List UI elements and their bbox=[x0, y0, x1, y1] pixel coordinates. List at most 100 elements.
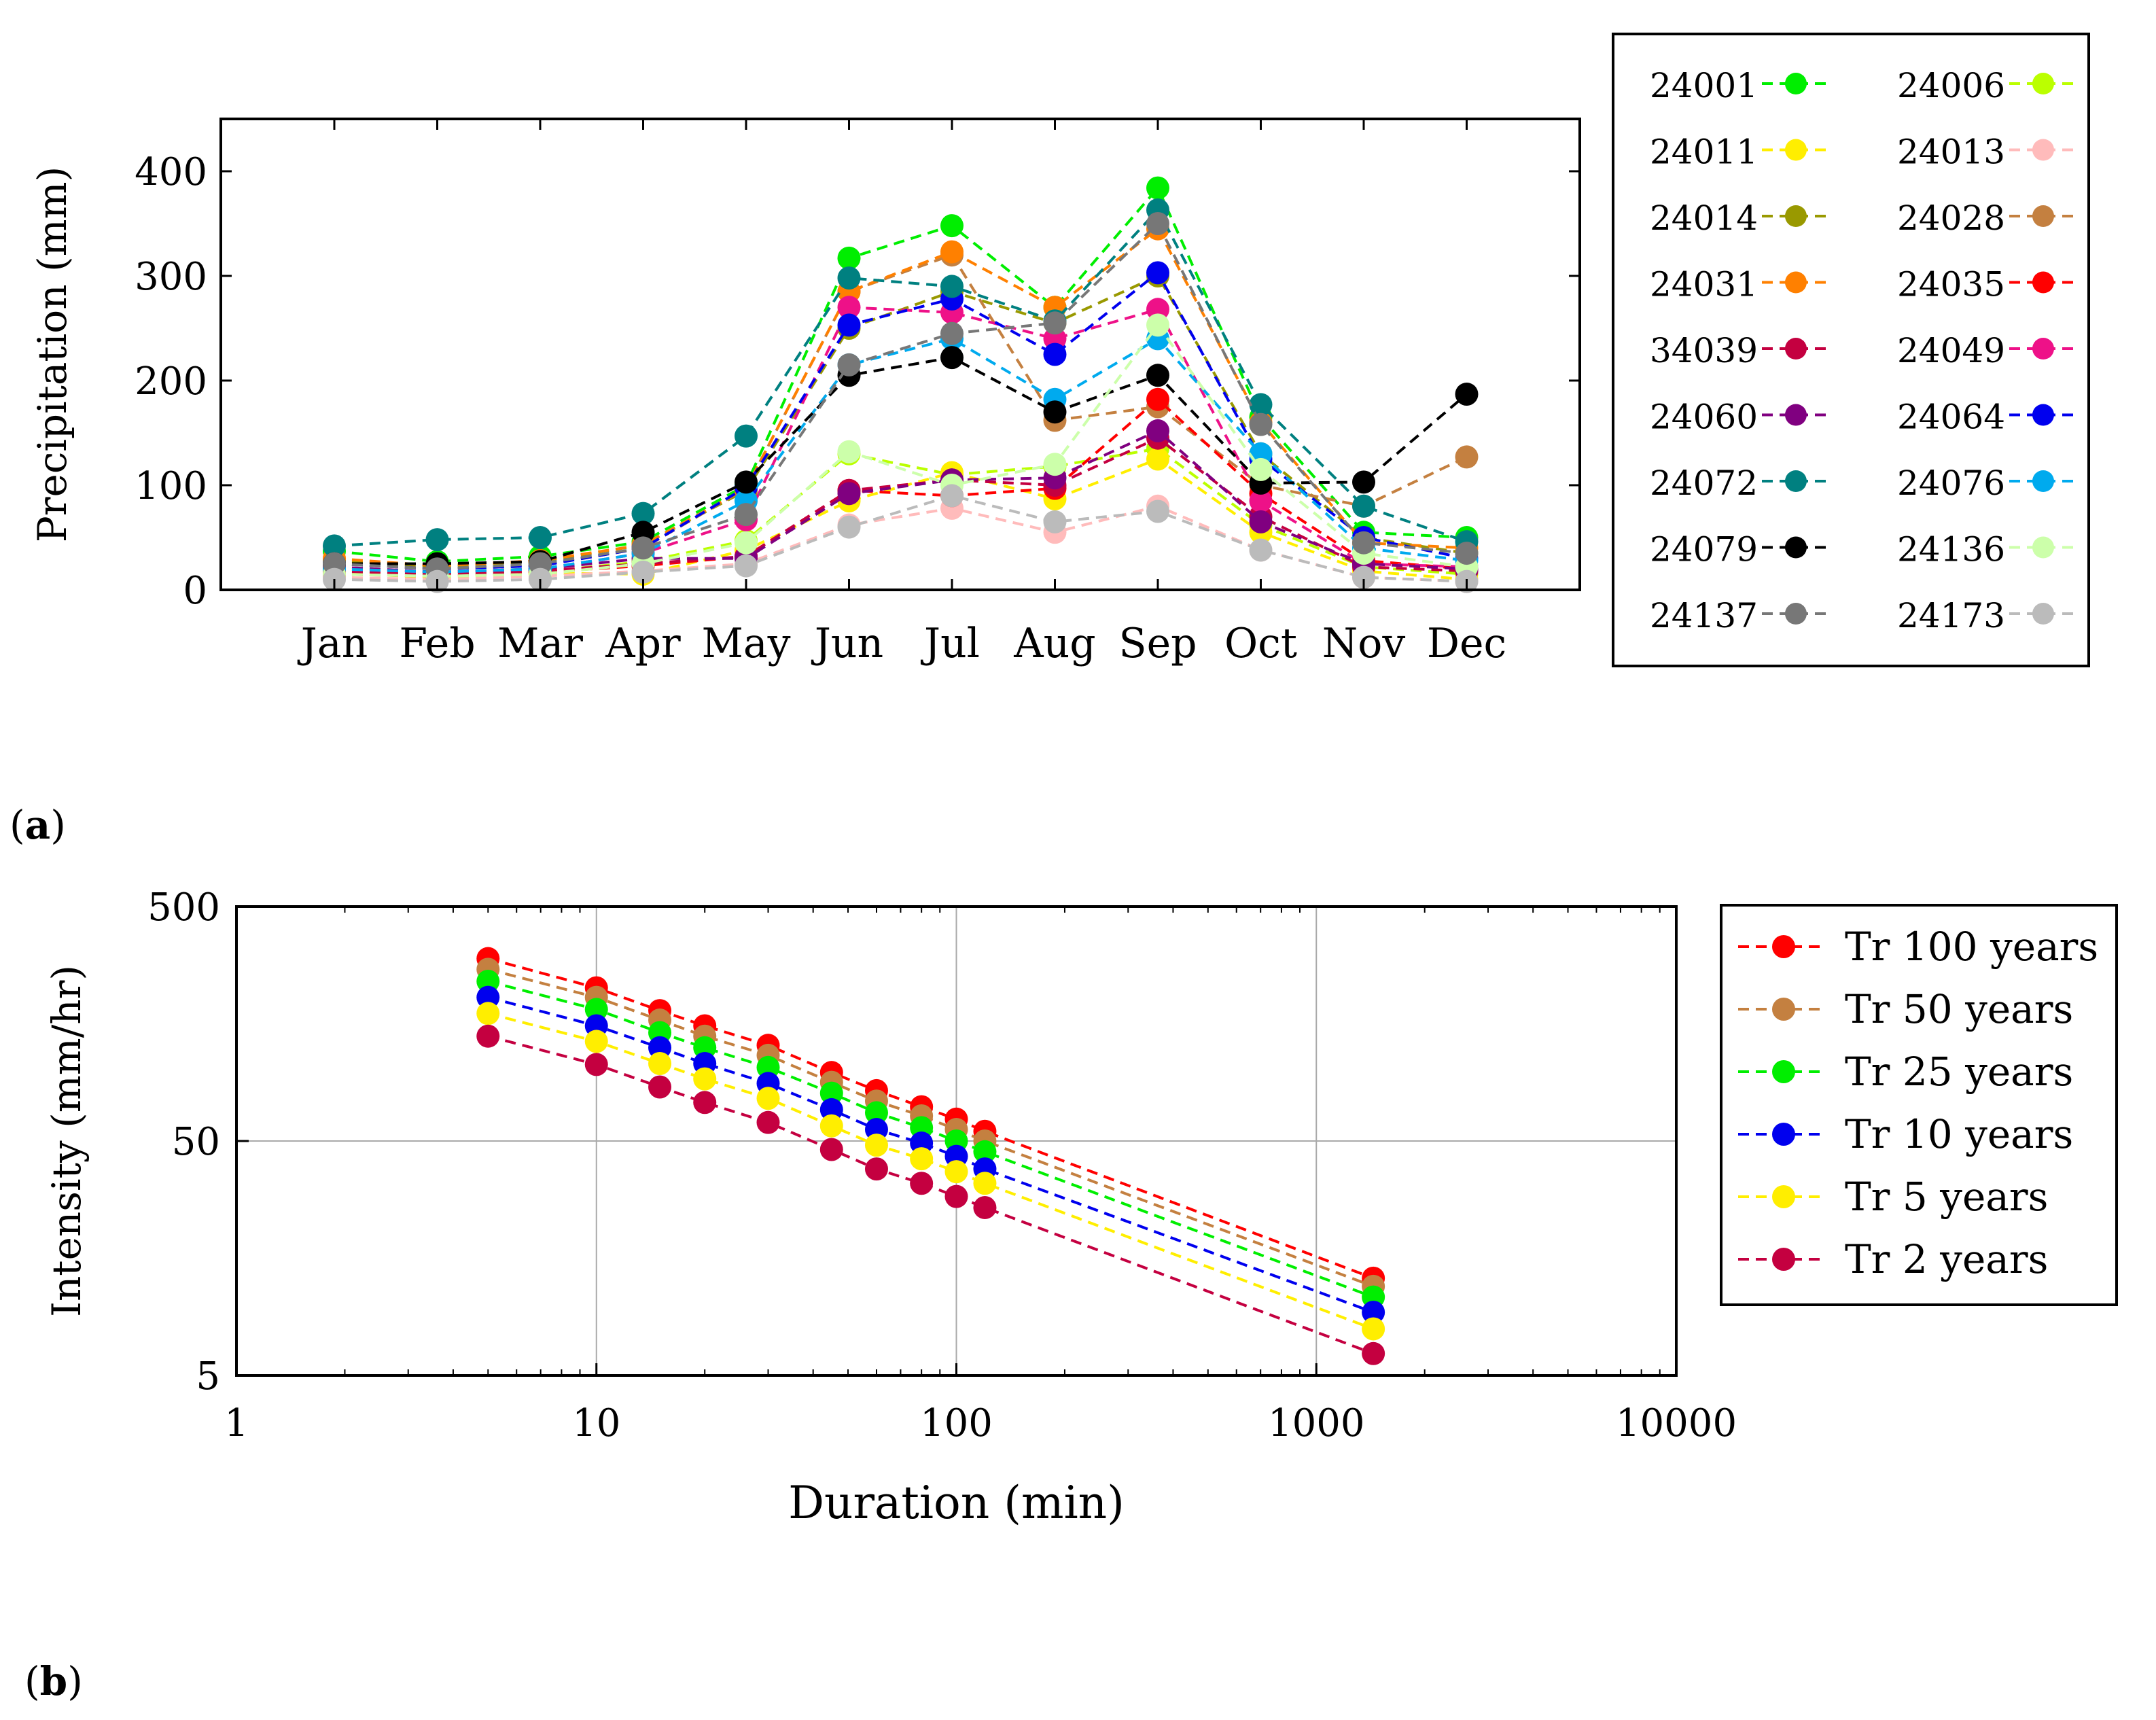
point-24079-sep bbox=[1146, 364, 1169, 387]
x-tick-label-mar: Mar bbox=[497, 620, 583, 667]
point-tr-10-years-1440 bbox=[1362, 1301, 1385, 1324]
point-24079-dec bbox=[1455, 383, 1479, 406]
precipitation-chart: 0 100 200 300 400 Jan Feb Mar Apr May Jun Jul Aug Sep… bbox=[29, 33, 2090, 667]
legend-marker-24031 bbox=[1785, 271, 1807, 294]
point-24079-aug bbox=[1043, 400, 1067, 424]
legend-label-24013: 24013 bbox=[1897, 133, 2005, 172]
series-line-tr-5-years bbox=[487, 1012, 1374, 1331]
point-tr-2-years-15 bbox=[648, 1075, 672, 1099]
point-tr-5-years-80 bbox=[910, 1147, 934, 1171]
legend-marker-34039 bbox=[1785, 338, 1807, 359]
legend-label-24173: 24173 bbox=[1897, 596, 2005, 635]
series-line-tr-2-years bbox=[487, 1034, 1374, 1355]
point-24072-jun bbox=[837, 266, 861, 290]
x-axis-label: Duration (min) bbox=[788, 1477, 1125, 1529]
legend-label-24031: 24031 bbox=[1650, 265, 1758, 304]
legend-label-24079: 24079 bbox=[1650, 530, 1758, 569]
legend-box bbox=[1720, 904, 2118, 1306]
point-tr-2-years-20 bbox=[693, 1091, 717, 1115]
point-tr-2-years-30 bbox=[756, 1110, 780, 1134]
point-tr-10-years-15 bbox=[648, 1036, 672, 1059]
series-line-24136 bbox=[334, 322, 1467, 578]
legend-label-tr-25-years: Tr 25 years bbox=[1845, 1049, 2073, 1095]
point-tr-5-years-1440 bbox=[1362, 1317, 1385, 1341]
x-tick-label-oct: Oct bbox=[1224, 620, 1297, 667]
series-line-24173 bbox=[334, 494, 1467, 583]
point-tr-25-years-20 bbox=[693, 1036, 717, 1059]
legend-marker-24006 bbox=[2032, 73, 2054, 94]
point-24072-oct bbox=[1249, 393, 1273, 417]
x-tick-label: 10 bbox=[572, 1401, 620, 1445]
legend-marker-tr-10-years bbox=[1772, 1123, 1795, 1146]
point-24137-sep bbox=[1146, 212, 1169, 235]
point-24137-aug bbox=[1043, 311, 1067, 335]
legend-marker-24013 bbox=[2032, 139, 2054, 161]
legend-label-tr-100-years: Tr 100 years bbox=[1845, 924, 2098, 970]
legend-label-tr-50-years: Tr 50 years bbox=[1845, 986, 2073, 1032]
x-tick-label: 1 bbox=[224, 1401, 249, 1445]
point-24060-oct bbox=[1249, 510, 1273, 533]
x-tick-label: 100 bbox=[920, 1401, 993, 1445]
y-tick-label: 400 bbox=[135, 150, 207, 194]
point-tr-5-years-10 bbox=[584, 1030, 608, 1053]
point-tr-2-years-45 bbox=[819, 1138, 843, 1161]
legend-marker-24072 bbox=[1785, 470, 1807, 492]
legend-marker-24035 bbox=[2032, 271, 2054, 294]
legend-label-24001: 24001 bbox=[1650, 66, 1758, 105]
point-tr-25-years-5 bbox=[476, 969, 500, 993]
x-tick-label: 10000 bbox=[1616, 1401, 1737, 1445]
point-tr-25-years-120 bbox=[973, 1140, 997, 1163]
series-line-24072 bbox=[334, 207, 1468, 548]
x-tick-label-dec: Dec bbox=[1427, 620, 1506, 667]
point-tr-2-years-10 bbox=[584, 1053, 608, 1076]
point-tr-5-years-100 bbox=[944, 1160, 968, 1184]
legend-label-24014: 24014 bbox=[1650, 198, 1758, 238]
point-24072-may bbox=[735, 424, 758, 448]
series-line-24076 bbox=[334, 336, 1467, 574]
legend-label-tr-5-years: Tr 5 years bbox=[1845, 1174, 2048, 1220]
x-tick-label-feb: Feb bbox=[399, 620, 475, 667]
legend-marker-24079 bbox=[1785, 536, 1807, 559]
x-tick-label-may: May bbox=[701, 620, 790, 667]
point-24137-oct bbox=[1249, 413, 1273, 436]
point-24137-nov bbox=[1352, 531, 1375, 555]
panel-label-a: (a) bbox=[10, 802, 66, 848]
y-tick-label: 100 bbox=[135, 464, 207, 508]
point-24136-oct bbox=[1249, 457, 1273, 481]
legend-label-24076: 24076 bbox=[1897, 463, 2005, 503]
series-line-24001 bbox=[334, 185, 1467, 563]
point-24173-jun bbox=[837, 515, 861, 539]
point-24137-jul bbox=[940, 321, 964, 345]
point-24136-aug bbox=[1043, 453, 1067, 476]
point-24136-may bbox=[735, 531, 758, 555]
point-24049-jun bbox=[837, 296, 861, 319]
x-tick-label-jun: Jun bbox=[811, 620, 883, 667]
legend-label-24064: 24064 bbox=[1897, 398, 2005, 437]
point-24173-apr bbox=[631, 560, 655, 584]
series-line-24014 bbox=[334, 274, 1467, 569]
legend-marker-tr-100-years bbox=[1772, 935, 1795, 958]
y-tick-label: 5 bbox=[196, 1354, 220, 1399]
series-line-24011 bbox=[334, 457, 1467, 581]
point-tr-2-years-100 bbox=[944, 1184, 968, 1208]
legend-label-34039: 34039 bbox=[1650, 331, 1758, 370]
point-tr-2-years-1440 bbox=[1362, 1341, 1385, 1365]
series-line-24035 bbox=[334, 398, 1467, 578]
legend-label-24006: 24006 bbox=[1897, 66, 2005, 105]
point-tr-5-years-60 bbox=[864, 1134, 888, 1157]
point-24001-jul bbox=[940, 214, 964, 238]
x-tick-label-sep: Sep bbox=[1118, 620, 1197, 667]
y-axis-label: Precipitation (mm) bbox=[29, 166, 75, 543]
point-tr-2-years-80 bbox=[910, 1172, 934, 1195]
legend-marker-24014 bbox=[1785, 205, 1807, 227]
point-24072-feb bbox=[425, 528, 449, 552]
point-tr-5-years-15 bbox=[648, 1052, 672, 1076]
legend-label-tr-2-years: Tr 2 years bbox=[1845, 1236, 2048, 1282]
series-line-24079 bbox=[334, 356, 1468, 565]
x-tick-label-nov: Nov bbox=[1322, 620, 1406, 667]
x-tick-label-apr: Apr bbox=[605, 620, 681, 667]
point-24072-jul bbox=[940, 275, 964, 298]
point-tr-5-years-20 bbox=[693, 1067, 717, 1091]
legend-label-24072: 24072 bbox=[1650, 463, 1758, 503]
point-tr-5-years-120 bbox=[973, 1172, 997, 1195]
